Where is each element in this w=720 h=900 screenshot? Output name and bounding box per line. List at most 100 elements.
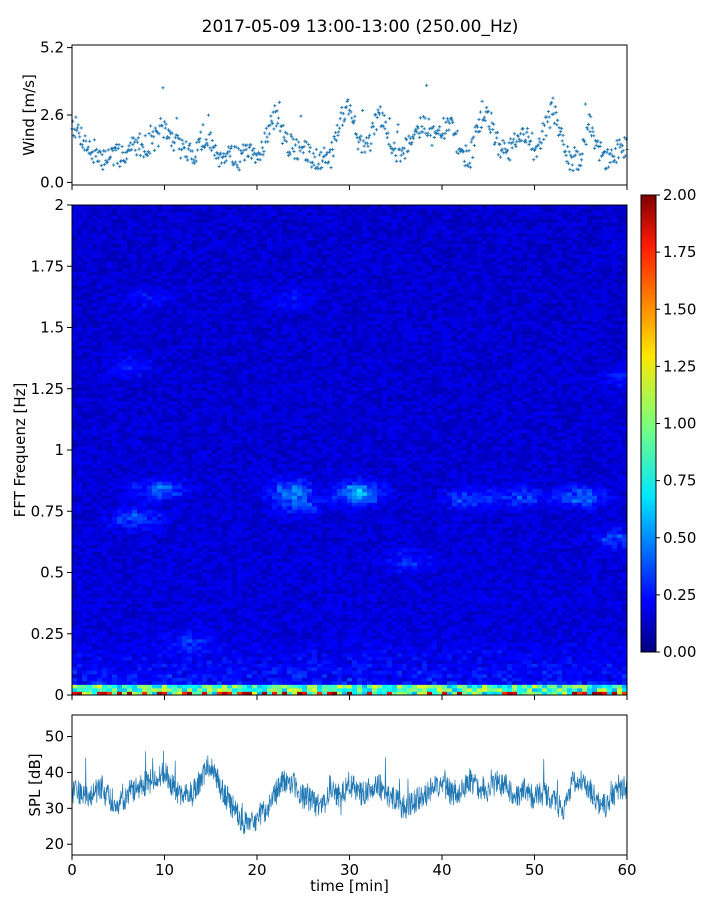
spectrogram-cell (132, 282, 138, 286)
spectrogram-cell (172, 205, 178, 209)
spectrogram-cell (197, 229, 203, 234)
spectrogram-cell (187, 212, 193, 216)
spectrogram-cell (87, 310, 93, 314)
spectrogram-cell (117, 670, 123, 675)
spectrogram-cell (142, 296, 148, 300)
spectrogram-cell (192, 460, 198, 465)
spectrogram-cell (197, 303, 203, 307)
spectrogram-cell (217, 390, 223, 395)
spectrogram-cell (192, 313, 198, 318)
spectrogram-cell (147, 226, 153, 230)
spectrogram-cell (177, 513, 183, 517)
spectrogram-cell (147, 212, 153, 216)
wind-point (228, 154, 232, 158)
spectrogram-cell (177, 674, 183, 678)
wind-point (392, 141, 396, 145)
spectrogram-cell (222, 597, 228, 601)
spectrogram-cell (177, 222, 183, 227)
spectrogram-cell (187, 282, 193, 286)
spectrogram-cell (172, 464, 178, 468)
spectrogram-cell (132, 264, 138, 269)
spectrogram-cell (97, 306, 103, 311)
spectrogram-cell (187, 208, 193, 213)
spectrogram-cell (167, 460, 173, 465)
spectrogram-cell (167, 296, 173, 300)
spectrogram-cell (132, 593, 138, 598)
spectrogram-cell (177, 621, 183, 626)
spectrogram-cell (197, 471, 203, 475)
spectrogram-cell (162, 457, 168, 461)
spectrogram-cell (147, 341, 153, 346)
wind-point (567, 150, 571, 154)
spectrogram-cell (92, 642, 98, 647)
spectrogram-cell (147, 502, 153, 507)
spectrogram-cell (102, 611, 108, 615)
spectrogram-cell (77, 534, 83, 538)
spectrogram-cell (87, 492, 93, 496)
spectrogram-cell (107, 219, 113, 223)
spectrogram-cell (172, 642, 178, 647)
spectrogram-cell (97, 268, 103, 272)
spectrogram-cell (142, 390, 148, 395)
spectrogram-cell (222, 653, 228, 657)
spectrogram-cell (187, 635, 193, 640)
spectrogram-cell (157, 404, 163, 409)
spectrogram-cell (77, 236, 83, 241)
spectrogram-cell (112, 502, 118, 507)
wind-point (390, 151, 394, 155)
spectrogram-cell (117, 415, 123, 419)
spectrogram-cell (207, 222, 213, 227)
spectrogram-cell (82, 219, 88, 223)
spectrogram-cell (87, 443, 93, 447)
spectrogram-cell (122, 632, 128, 636)
spectrogram-cell (152, 625, 158, 629)
spectrogram-cell (82, 362, 88, 367)
spectrogram-cell (152, 219, 158, 223)
wind-point (178, 137, 182, 141)
spectrogram-cell (107, 551, 113, 556)
wind-point (483, 119, 487, 123)
spectrogram-cell (217, 481, 223, 486)
spectrogram-cell (172, 474, 178, 479)
spectrogram-cell (127, 369, 133, 374)
spectrogram-cell (197, 292, 203, 297)
spectrogram-cell (72, 285, 78, 290)
spectrogram-cell (137, 569, 143, 573)
spectrogram-cell (127, 621, 133, 626)
spectrogram-cell (202, 618, 208, 622)
spectrogram-cell (97, 338, 103, 342)
spectrogram-cell (217, 208, 223, 213)
spectrogram-cell (182, 460, 188, 465)
spectrogram-cell (192, 376, 198, 381)
spectrogram-cell (132, 474, 138, 479)
wind-point (398, 147, 402, 151)
spectrogram-cell (97, 534, 103, 538)
spectrogram-cell (207, 331, 213, 335)
spectrogram-cell (127, 422, 133, 426)
spectrogram-cell (217, 541, 223, 545)
wind-point (525, 126, 530, 131)
spectrogram-cell (87, 478, 93, 482)
spectrogram-cell (127, 236, 133, 241)
spectrogram-cell (212, 506, 218, 510)
spectrogram-cell (137, 205, 143, 209)
spectrogram-cell (107, 247, 113, 251)
spectrogram-cell (172, 555, 178, 559)
wind-point (272, 127, 276, 131)
spectrogram-cell (97, 607, 103, 612)
spectrogram-cell (142, 219, 148, 223)
spectrogram-cell (167, 387, 173, 391)
wind-point (291, 137, 295, 141)
spectrogram-cell (207, 562, 213, 566)
spectrogram-cell (107, 523, 113, 528)
spectrogram-cell (152, 317, 158, 321)
spectrogram-cell (77, 586, 83, 591)
spectrogram-cell (142, 324, 148, 328)
spectrogram-cell (217, 674, 223, 678)
spectrogram-cell (77, 233, 83, 237)
spectrogram-cell (92, 646, 98, 650)
spectrogram-cell (107, 474, 113, 479)
spectrogram-cell (162, 366, 168, 370)
spectrogram-cell (132, 450, 138, 454)
spectrogram-cell (132, 215, 138, 220)
